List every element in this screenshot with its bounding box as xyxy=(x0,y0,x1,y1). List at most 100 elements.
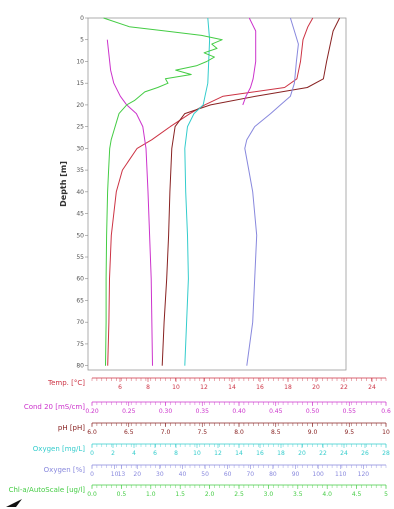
axis-tick-label: 14 xyxy=(235,450,243,457)
cursor-arrow-icon xyxy=(6,499,22,507)
axis-tick-label: 13 xyxy=(118,471,126,478)
axis-tick-label: 0.40 xyxy=(232,408,246,415)
axis-tick-label: 1.5 xyxy=(175,491,185,498)
series-line-5 xyxy=(244,17,299,366)
axis-tick-label: 6 xyxy=(118,384,122,391)
axis-tick-label: 120 xyxy=(358,471,370,478)
axis-tick-label: 80 xyxy=(269,471,277,478)
axis-label-5: Chl-a/AutoScale [ug/l] xyxy=(9,486,86,494)
axis-tick-label: 60 xyxy=(224,471,232,478)
axis-tick-label: 12 xyxy=(214,450,222,457)
axis-tick-label: 6.5 xyxy=(124,429,134,436)
axis-tick-label: 30 xyxy=(156,471,164,478)
axis-tick-label: 22 xyxy=(340,384,348,391)
axis-tick-label: 0.0 xyxy=(87,491,97,498)
axis-tick-label: 8.0 xyxy=(234,429,244,436)
axis-tick-label: 90 xyxy=(292,471,300,478)
y-axis-label: Depth [m] xyxy=(59,161,68,207)
axis-tick-label: 4.5 xyxy=(352,491,362,498)
y-tick-label: 55 xyxy=(76,254,84,261)
y-tick-label: 0 xyxy=(80,15,84,22)
axis-tick-label: 28 xyxy=(382,450,390,457)
axis-tick-label: 50 xyxy=(201,471,209,478)
axis-tick-label: 14 xyxy=(228,384,236,391)
axis-label-3: Oxygen [mg/L] xyxy=(33,445,85,453)
axis-tick-label: 8.5 xyxy=(271,429,281,436)
axis-tick-label: 0 xyxy=(90,450,94,457)
axis-tick-label: 7.5 xyxy=(197,429,207,436)
axis-tick-label: 6 xyxy=(153,450,157,457)
plot-area xyxy=(87,17,347,371)
axis-tick-label: 70 xyxy=(246,471,254,478)
axis-tick-label: 20 xyxy=(312,384,320,391)
axis-tick-label: 0 xyxy=(90,471,94,478)
axis-tick-label: 2.0 xyxy=(205,491,215,498)
series-line-1 xyxy=(161,17,341,366)
axis-tick-label: 0.30 xyxy=(159,408,173,415)
y-tick-label: 40 xyxy=(76,189,84,196)
axis-tick-label: 10 xyxy=(172,384,180,391)
y-tick-label: 70 xyxy=(76,319,84,326)
y-tick-label: 65 xyxy=(76,297,84,304)
series-line-0 xyxy=(107,17,314,366)
y-tick-label: 75 xyxy=(76,341,84,348)
axis-tick-label: 9.5 xyxy=(344,429,354,436)
axis-tick-label: 12 xyxy=(200,384,208,391)
axis-tick-label: 0.55 xyxy=(343,408,357,415)
axis-tick-label: 5 xyxy=(384,491,388,498)
y-tick-label: 80 xyxy=(76,363,84,370)
y-tick-label: 10 xyxy=(76,58,84,65)
axis-label-2: pH [pH] xyxy=(58,424,85,432)
axis-tick-label: 6.0 xyxy=(87,429,97,436)
series-line-2 xyxy=(242,17,257,106)
axis-tick-label: 4 xyxy=(132,450,136,457)
axis-tick-label: 10 xyxy=(382,429,390,436)
axis-tick-label: 0.25 xyxy=(122,408,136,415)
y-tick-label: 5 xyxy=(80,37,84,44)
axis-tick-label: 16 xyxy=(256,384,264,391)
axis-tick-label: 8 xyxy=(174,450,178,457)
axis-tick-label: 8 xyxy=(146,384,150,391)
axis-tick-label: 0.6 xyxy=(381,408,391,415)
axis-tick-label: 18 xyxy=(277,450,285,457)
axis-tick-label: 3.0 xyxy=(264,491,274,498)
axis-tick-label: 10 xyxy=(193,450,201,457)
axis-tick-label: 0.20 xyxy=(85,408,99,415)
axis-tick-label: 2 xyxy=(111,450,115,457)
axis-tick-label: 7.0 xyxy=(161,429,171,436)
axis-tick-label: 0.5 xyxy=(117,491,127,498)
series-line-6 xyxy=(103,17,223,366)
axis-tick-label: 16 xyxy=(256,450,264,457)
axis-tick-label: 2.5 xyxy=(234,491,244,498)
axis-tick-label: 18 xyxy=(284,384,292,391)
axis-tick-label: 0.45 xyxy=(269,408,283,415)
axis-tick-label: 1.0 xyxy=(146,491,156,498)
y-tick-label: 35 xyxy=(76,167,84,174)
axis-tick-label: 3.5 xyxy=(293,491,303,498)
axis-label-1: Cond 20 [mS/cm] xyxy=(24,403,85,411)
axis-tick-label: 100 xyxy=(312,471,324,478)
y-tick-label: 15 xyxy=(76,80,84,87)
series-line-4 xyxy=(184,17,211,366)
axis-tick-label: 9.0 xyxy=(308,429,318,436)
y-tick-label: 50 xyxy=(76,232,84,239)
axis-tick-label: 110 xyxy=(335,471,347,478)
axis-tick-label: 0.35 xyxy=(196,408,210,415)
axis-tick-label: 24 xyxy=(340,450,348,457)
axis-tick-label: 10 xyxy=(111,471,119,478)
y-tick-label: 60 xyxy=(76,276,84,283)
axis-tick-label: 20 xyxy=(298,450,306,457)
axis-label-0: Temp. [°C] xyxy=(47,379,85,387)
series-line-3 xyxy=(106,39,153,366)
axis-tick-label: 22 xyxy=(319,450,327,457)
axis-tick-label: 20 xyxy=(133,471,141,478)
y-tick-label: 30 xyxy=(76,145,84,152)
y-tick-label: 20 xyxy=(76,102,84,109)
axis-tick-label: 40 xyxy=(179,471,187,478)
axis-tick-label: 26 xyxy=(361,450,369,457)
axis-tick-label: 0.50 xyxy=(306,408,320,415)
axis-label-4: Oxygen [%] xyxy=(44,466,86,474)
y-tick-label: 25 xyxy=(76,124,84,131)
